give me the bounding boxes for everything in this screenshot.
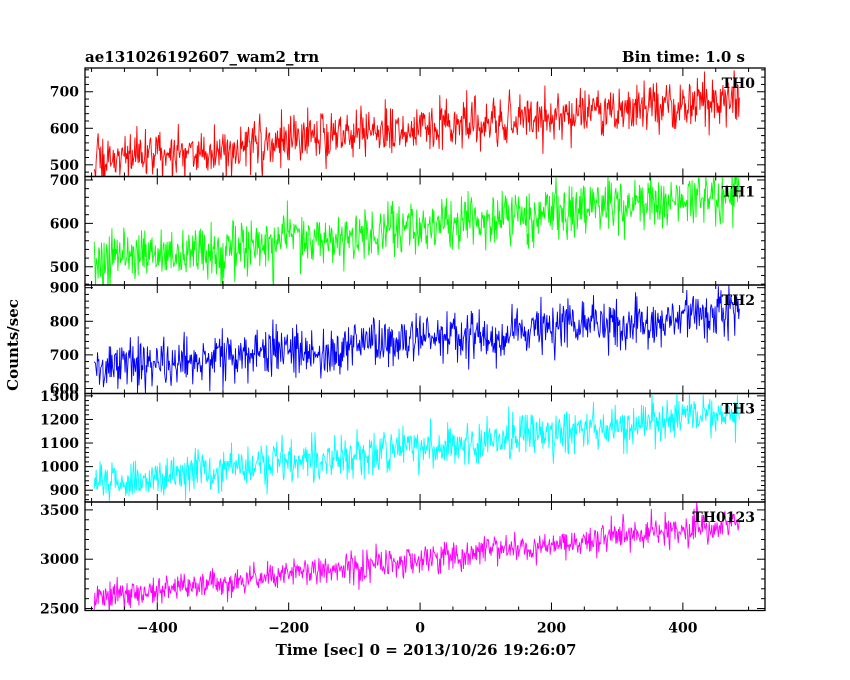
band-label-th1: TH1 [722, 185, 755, 201]
series-line-th2 [93, 285, 740, 394]
series-line-th0 [93, 70, 740, 177]
y-tick-label: 3000 [40, 552, 79, 568]
y-tick-label: 500 [50, 260, 79, 276]
y-tick-label: 800 [50, 314, 79, 330]
series-line-th1 [93, 176, 740, 285]
series-line-th0123 [93, 502, 740, 611]
panels: 500 600 700 TH0 500 600 700 TH1 600 700 800 900 TH2 9… [40, 67, 766, 637]
y-tick-label: 700 [50, 173, 79, 189]
panel-th3: 900 1000 1100 1200 1300 TH3 [40, 389, 766, 503]
x-tick-label: 400 [668, 621, 697, 637]
y-tick-label: 2500 [40, 602, 79, 618]
panel-frame [84, 175, 766, 286]
y-tick-label: 1200 [40, 412, 79, 428]
x-tick-label: 200 [537, 621, 566, 637]
y-tick-label: 1300 [40, 389, 79, 405]
x-tick-label: −400 [137, 621, 178, 637]
y-tick-label: 700 [50, 85, 79, 101]
y-tick-label: 1000 [40, 460, 79, 476]
y-tick-label: 1100 [40, 436, 79, 452]
x-tick-label: 0 [415, 621, 425, 637]
band-label-th0123: TH0123 [692, 510, 755, 526]
y-tick-label: 900 [50, 483, 79, 499]
y-tick-label: 3500 [40, 503, 79, 519]
panel-th0123: 2500 3000 3500 TH0123 −400 −200 0 200 400 [40, 501, 766, 637]
y-tick-label: 600 [50, 121, 79, 137]
panel-th1: 500 600 700 TH1 [50, 173, 766, 286]
panel-th2: 600 700 800 900 TH2 [50, 281, 766, 397]
y-tick-label: 700 [50, 348, 79, 364]
panel-th0: 500 600 700 TH0 [50, 67, 766, 178]
band-label-th3: TH3 [722, 402, 755, 418]
series-line-th3 [93, 393, 740, 502]
observation-id-title: ae131026192607_wam2_trn [85, 48, 319, 66]
y-tick-label: 500 [50, 158, 79, 174]
y-tick-label: 900 [50, 281, 79, 297]
x-tick-label: −200 [268, 621, 309, 637]
band-label-th2: TH2 [722, 293, 755, 309]
y-tick-label: 600 [50, 381, 79, 397]
y-axis-title: Counts/sec [4, 299, 22, 391]
bin-time-label: Bin time: 1.0 s [622, 48, 745, 66]
band-label-th0: TH0 [722, 76, 756, 92]
panel-frame [84, 501, 766, 612]
y-tick-label: 600 [50, 216, 79, 232]
x-axis-title: Time [sec] 0 = 2013/10/26 19:26:07 [276, 641, 577, 659]
